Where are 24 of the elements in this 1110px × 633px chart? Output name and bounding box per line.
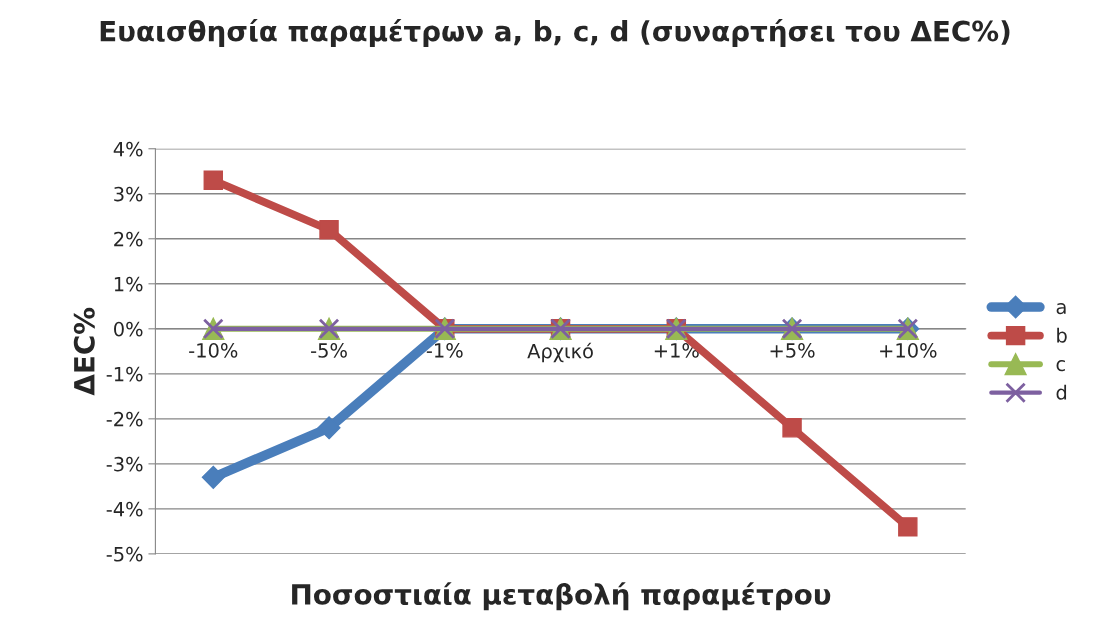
y-tick-label: -4% bbox=[106, 501, 143, 517]
y-tick-label: 0% bbox=[114, 321, 143, 337]
y-tick-label: 2% bbox=[114, 231, 143, 247]
legend-label: a bbox=[1056, 302, 1066, 315]
y-tick-label: 3% bbox=[114, 186, 143, 202]
legend-label: b bbox=[1057, 327, 1067, 343]
x-tick-label: -10% bbox=[189, 343, 238, 358]
x-tick-label: +5% bbox=[770, 343, 815, 358]
y-tick-label: 1% bbox=[114, 276, 143, 292]
x-tick-label: Αρχικό bbox=[527, 342, 593, 363]
x-tick-label: +10% bbox=[880, 343, 937, 358]
y-tick-label: -1% bbox=[106, 366, 143, 382]
y-axis-title: ΔEC% bbox=[73, 307, 95, 396]
chart-title: Ευαισθησία παραμέτρων a, b, c, d (συναρτήσει του ΔEC%) bbox=[100, 18, 1010, 48]
x-tick-label: -5% bbox=[311, 343, 347, 358]
y-tick-label: -3% bbox=[106, 456, 143, 472]
y-tick-label: -5% bbox=[106, 546, 143, 562]
legend-label: c bbox=[1056, 360, 1065, 372]
y-tick-label: -2% bbox=[106, 411, 143, 427]
x-tick-label: -1% bbox=[426, 343, 463, 358]
y-tick-label: 4% bbox=[113, 141, 143, 157]
x-axis-title: Ποσοστιαία μεταβολή παραμέτρου bbox=[292, 582, 831, 611]
legend-label: d bbox=[1056, 384, 1067, 400]
x-tick-label: +1% bbox=[654, 343, 699, 358]
